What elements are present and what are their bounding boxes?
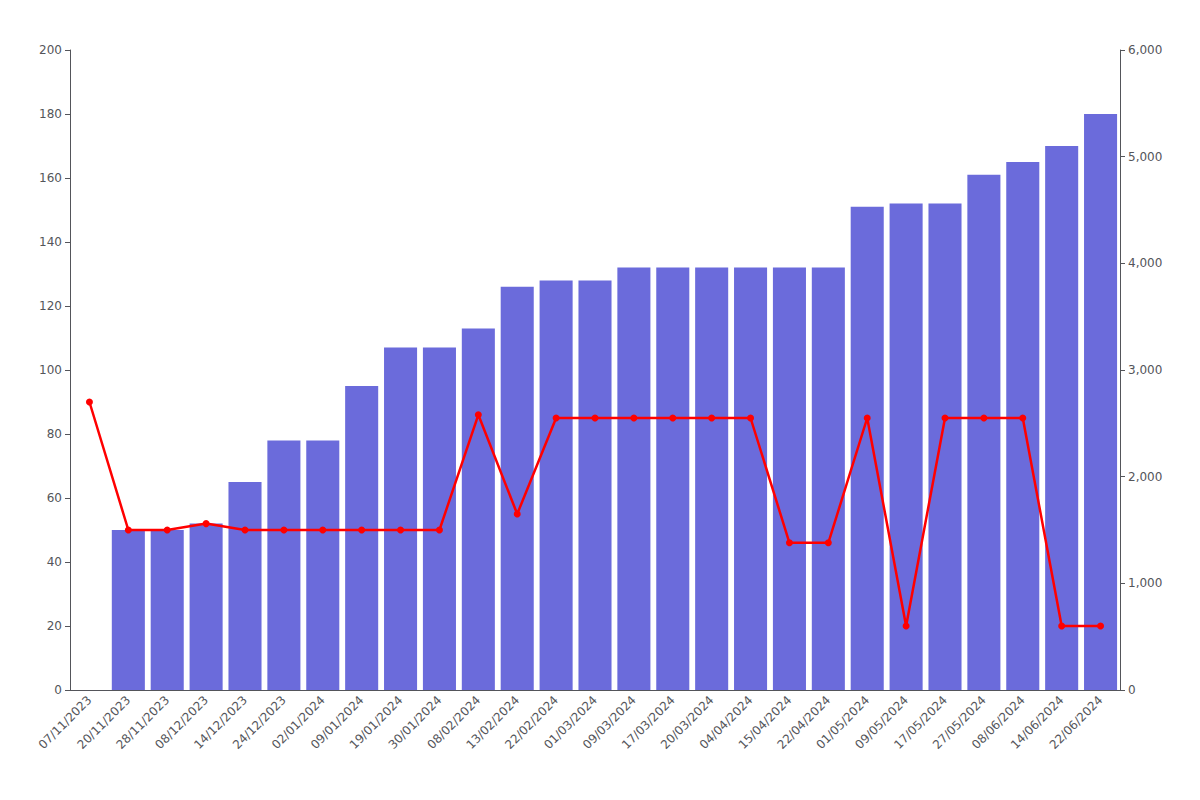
svg-text:08/02/2024: 08/02/2024 xyxy=(424,693,484,752)
svg-text:80: 80 xyxy=(47,427,62,441)
svg-text:140: 140 xyxy=(39,235,62,249)
svg-text:01/03/2024: 01/03/2024 xyxy=(541,693,600,752)
svg-text:5,000: 5,000 xyxy=(1128,150,1162,164)
svg-text:1,000: 1,000 xyxy=(1128,576,1162,590)
svg-text:20/03/2024: 20/03/2024 xyxy=(657,693,717,752)
svg-text:22/06/2024: 22/06/2024 xyxy=(1047,693,1106,752)
svg-text:160: 160 xyxy=(39,171,62,185)
svg-text:27/05/2024: 27/05/2024 xyxy=(930,693,989,752)
svg-text:04/04/2024: 04/04/2024 xyxy=(696,693,756,752)
svg-text:120: 120 xyxy=(39,299,62,313)
svg-text:01/05/2024: 01/05/2024 xyxy=(813,693,873,752)
svg-text:20/11/2023: 20/11/2023 xyxy=(74,693,134,752)
svg-text:0: 0 xyxy=(54,683,62,697)
svg-text:28/11/2023: 28/11/2023 xyxy=(113,693,173,752)
svg-text:3,000: 3,000 xyxy=(1128,363,1162,377)
svg-text:09/03/2024: 09/03/2024 xyxy=(580,693,639,752)
svg-text:6,000: 6,000 xyxy=(1128,43,1162,57)
svg-text:17/05/2024: 17/05/2024 xyxy=(891,693,950,752)
svg-text:22/04/2024: 22/04/2024 xyxy=(774,693,834,752)
svg-text:100: 100 xyxy=(39,363,62,377)
svg-text:09/01/2024: 09/01/2024 xyxy=(307,693,367,752)
svg-text:19/01/2024: 19/01/2024 xyxy=(346,693,406,752)
svg-text:14/06/2024: 14/06/2024 xyxy=(1007,693,1067,752)
svg-text:40: 40 xyxy=(47,555,62,569)
svg-text:2,000: 2,000 xyxy=(1128,470,1162,484)
svg-text:17/03/2024: 17/03/2024 xyxy=(619,693,678,752)
svg-text:0: 0 xyxy=(1128,683,1136,697)
svg-text:13/02/2024: 13/02/2024 xyxy=(463,693,523,752)
svg-text:180: 180 xyxy=(39,107,62,121)
svg-text:08/06/2024: 08/06/2024 xyxy=(969,693,1028,752)
svg-text:08/12/2023: 08/12/2023 xyxy=(152,693,212,752)
svg-text:14/12/2023: 14/12/2023 xyxy=(191,693,250,752)
svg-text:60: 60 xyxy=(47,491,62,505)
svg-text:200: 200 xyxy=(39,43,62,57)
svg-text:4,000: 4,000 xyxy=(1128,256,1162,270)
svg-text:22/02/2024: 22/02/2024 xyxy=(502,693,562,752)
svg-text:02/01/2024: 02/01/2024 xyxy=(269,693,328,752)
svg-text:30/01/2024: 30/01/2024 xyxy=(385,693,445,752)
svg-text:20: 20 xyxy=(47,619,62,633)
svg-text:24/12/2023: 24/12/2023 xyxy=(230,693,289,752)
svg-text:07/11/2023: 07/11/2023 xyxy=(35,693,95,752)
svg-text:09/05/2024: 09/05/2024 xyxy=(852,693,912,752)
svg-text:15/04/2024: 15/04/2024 xyxy=(735,693,795,752)
